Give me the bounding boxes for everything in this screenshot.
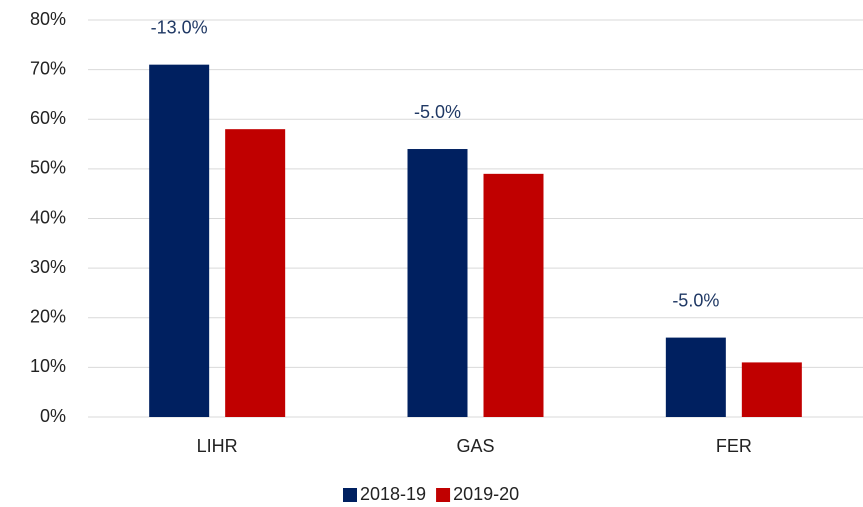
bar — [149, 64, 210, 417]
y-tick-label: 70% — [30, 58, 66, 78]
annotation: -5.0% — [672, 290, 719, 310]
annotation: -13.0% — [151, 17, 208, 37]
legend-label: 2019-20 — [453, 484, 519, 504]
y-tick-label: 30% — [30, 257, 66, 277]
y-tick-label: 50% — [30, 158, 66, 178]
y-tick-label: 0% — [40, 406, 66, 426]
annotation: -5.0% — [414, 102, 461, 122]
x-tick-label: GAS — [456, 436, 494, 456]
x-tick-label: LIHR — [197, 436, 238, 456]
legend-swatch — [343, 488, 357, 502]
y-tick-label: 10% — [30, 356, 66, 376]
y-tick-label: 60% — [30, 108, 66, 128]
bar — [225, 129, 286, 418]
y-tick-label: 80% — [30, 9, 66, 29]
x-tick-label: FER — [716, 436, 752, 456]
bar — [407, 149, 468, 417]
bar — [483, 173, 544, 417]
bar — [741, 362, 802, 417]
y-tick-label: 40% — [30, 207, 66, 227]
y-tick-label: 20% — [30, 307, 66, 327]
bar — [665, 337, 726, 417]
legend-label: 2018-19 — [360, 484, 426, 504]
legend-swatch — [436, 488, 451, 502]
